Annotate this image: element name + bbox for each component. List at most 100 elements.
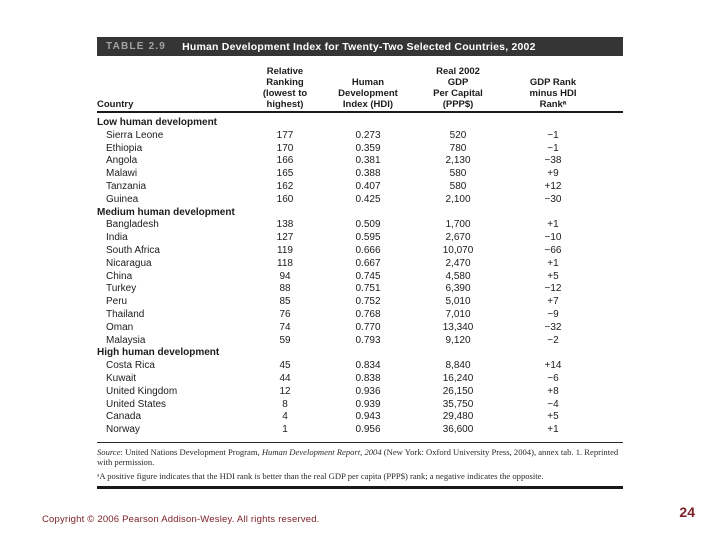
table-body: Low human development Sierra Leone 177 0.27… (97, 113, 623, 442)
cell-country: Ethiopia (106, 142, 143, 154)
cell-country: Malaysia (106, 334, 146, 346)
cell-hdi: 0.359 (355, 142, 381, 154)
cell-diff: −6 (547, 372, 559, 384)
cell-gdp: 10,070 (442, 244, 474, 256)
cell-diff: +8 (547, 385, 559, 397)
table-row: United Kingdom 12 0.936 26,150 +8 (97, 386, 623, 399)
cell-hdi: 0.838 (355, 372, 381, 384)
cell-gdp: 29,480 (442, 411, 474, 423)
column-header-3: Real 2002 GDP Per Capital (PPP$) (433, 66, 483, 110)
cell-country: United States (106, 398, 167, 410)
source-note: Source: United Nations Development Progr… (97, 447, 623, 467)
table-bottom-rule (97, 441, 623, 443)
cell-rank: 8 (282, 398, 288, 410)
cell-country: India (106, 232, 128, 244)
table-figure: TABLE 2.9 Human Development Index for Tw… (97, 37, 623, 489)
cell-hdi: 0.956 (355, 424, 381, 436)
cell-country: Norway (106, 424, 140, 436)
table-row: South Africa 119 0.666 10,070 −66 (97, 245, 623, 258)
cell-gdp: 8,840 (445, 360, 471, 372)
table-row: Bangladesh 138 0.509 1,700 +1 (97, 219, 623, 232)
table-row: India 127 0.595 2,670 −10 (97, 232, 623, 245)
cell-rank: 94 (279, 270, 291, 282)
cell-hdi: 0.936 (355, 385, 381, 397)
cell-gdp: 4,580 (445, 270, 471, 282)
cell-gdp: 780 (449, 142, 467, 154)
section-header: High human development (97, 347, 220, 359)
cell-diff: +1 (547, 257, 559, 269)
cell-hdi: 0.407 (355, 180, 381, 192)
cell-diff: +1 (547, 424, 559, 436)
cell-diff: −38 (544, 155, 562, 167)
cell-gdp: 9,120 (445, 334, 471, 346)
cell-gdp: 580 (449, 180, 467, 192)
cell-hdi: 0.834 (355, 360, 381, 372)
cell-diff: −4 (547, 398, 559, 410)
cell-rank: 59 (279, 334, 291, 346)
column-header-2: Human Development Index (HDI) (338, 77, 398, 110)
table-row: Canada 4 0.943 29,480 +5 (97, 411, 623, 424)
cell-hdi: 0.425 (355, 193, 381, 205)
cell-hdi: 0.768 (355, 308, 381, 320)
cell-country: Thailand (106, 308, 145, 320)
cell-gdp: 520 (449, 129, 467, 141)
table-row: Peru 85 0.752 5,010 +7 (97, 296, 623, 309)
cell-hdi: 0.509 (355, 219, 381, 231)
cell-hdi: 0.595 (355, 232, 381, 244)
table-header-row: Country Relative Ranking (lowest to highe… (97, 56, 623, 113)
cell-diff: −1 (547, 129, 559, 141)
cell-gdp: 5,010 (445, 296, 471, 308)
cell-rank: 4 (282, 411, 288, 423)
table-row: Tanzania 162 0.407 580 +12 (97, 181, 623, 194)
cell-gdp: 16,240 (442, 372, 474, 384)
table-footnote: ᵃA positive figure indicates that the HD… (97, 471, 544, 482)
cell-country: Costa Rica (106, 360, 155, 372)
cell-rank: 74 (279, 321, 291, 333)
table-row: Oman 74 0.770 13,340 −32 (97, 322, 623, 335)
table-row: Norway 1 0.956 36,600 +1 (97, 424, 623, 437)
cell-gdp: 36,600 (442, 424, 474, 436)
page-number: 24 (679, 504, 695, 520)
cell-country: United Kingdom (106, 385, 178, 397)
table-row: Ethiopia 170 0.359 780 −1 (97, 143, 623, 156)
cell-rank: 88 (279, 283, 291, 295)
table-row: Kuwait 44 0.838 16,240 −6 (97, 373, 623, 386)
cell-rank: 138 (276, 219, 294, 231)
cell-hdi: 0.939 (355, 398, 381, 410)
cell-diff: −2 (547, 334, 559, 346)
table-title-bar: TABLE 2.9 Human Development Index for Tw… (97, 37, 623, 56)
cell-gdp: 2,470 (445, 257, 471, 269)
cell-rank: 1 (282, 424, 288, 436)
cell-rank: 44 (279, 372, 291, 384)
cell-country: South Africa (106, 244, 160, 256)
cell-diff: +12 (544, 180, 562, 192)
cell-diff: −66 (544, 244, 562, 256)
table-row: China 94 0.745 4,580 +5 (97, 271, 623, 284)
cell-gdp: 1,700 (445, 219, 471, 231)
cell-gdp: 26,150 (442, 385, 474, 397)
cell-rank: 118 (277, 257, 293, 269)
table-row: Malawi 165 0.388 580 +9 (97, 168, 623, 181)
table-title: Human Development Index for Twenty-Two S… (182, 40, 536, 53)
table-tag: TABLE 2.9 (106, 41, 167, 52)
cell-hdi: 0.752 (355, 296, 381, 308)
cell-diff: +5 (547, 411, 559, 423)
cell-country: Nicaragua (106, 257, 152, 269)
cell-diff: −32 (544, 321, 562, 333)
table-row: Malaysia 59 0.793 9,120 −2 (97, 335, 623, 348)
cell-rank: 85 (279, 296, 291, 308)
cell-country: Turkey (106, 283, 137, 295)
cell-rank: 119 (277, 244, 293, 256)
cell-hdi: 0.273 (355, 129, 381, 141)
cell-country: Kuwait (106, 372, 137, 384)
cell-rank: 165 (276, 168, 294, 180)
section-header: Medium human development (97, 206, 235, 218)
cell-country: Oman (106, 321, 134, 333)
cell-gdp: 2,670 (445, 232, 471, 244)
cell-gdp: 35,750 (442, 398, 474, 410)
table-notes: Source: United Nations Development Progr… (97, 443, 623, 482)
cell-country: Canada (106, 411, 142, 423)
table-row: United States 8 0.939 35,750 −4 (97, 399, 623, 412)
cell-country: Peru (106, 296, 128, 308)
